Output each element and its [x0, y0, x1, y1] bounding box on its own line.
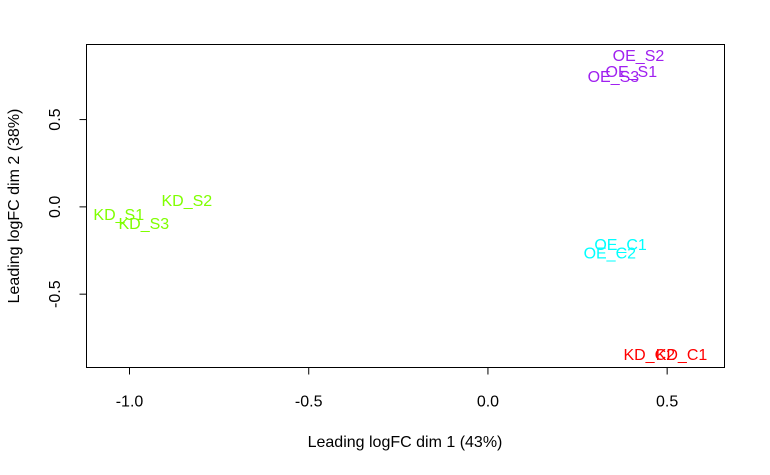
point-label-oe-c1: OE_C1: [594, 237, 647, 254]
point-label-oe-s3: OE_S3: [588, 69, 640, 86]
point-label-kd-s2: KD_S2: [162, 193, 213, 210]
x-axis: -1.0 -0.5 0.0 0.5: [116, 367, 678, 411]
x-tick-label: -0.5: [295, 394, 323, 411]
point-label-oe-s1: OE_S1: [606, 64, 658, 81]
y-tick-label: 0.5: [47, 108, 64, 130]
point-label-kd-s3: KD_S3: [118, 216, 169, 233]
x-tick-label: 0.0: [477, 394, 499, 411]
point-label-kd-c1: KD_C1: [656, 347, 708, 364]
y-axis: -0.5 0.0 0.5: [47, 108, 87, 308]
x-tick-label: -1.0: [116, 394, 144, 411]
y-tick-label: 0.0: [47, 196, 64, 218]
point-label-oe-s2: OE_S2: [613, 48, 665, 65]
point-label-kd-s1: KD_S1: [93, 207, 144, 224]
x-tick-label: 0.5: [656, 394, 678, 411]
y-axis-title: Leading logFC dim 2 (38%): [6, 109, 23, 304]
y-tick-label: -0.5: [47, 280, 64, 308]
point-label-kd-c2: KD_C2: [623, 347, 675, 364]
x-axis-title: Leading logFC dim 1 (43%): [308, 434, 503, 451]
point-label-oe-c2: OE_C2: [584, 246, 637, 263]
